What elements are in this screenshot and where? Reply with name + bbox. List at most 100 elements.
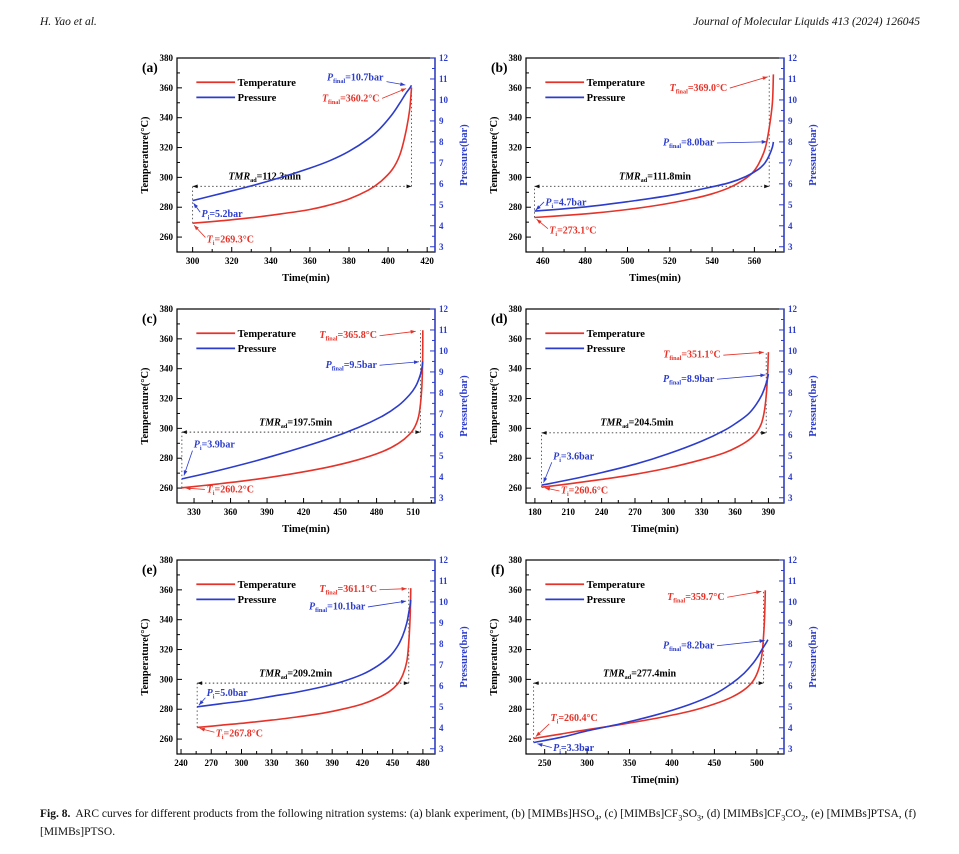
svg-text:Ti=273.1°C: Ti=273.1°C <box>549 226 596 239</box>
chart-panel-f: 260 280 300 320 340 360 380 3 4 5 6 7 8 9 10 11 12 250 300… <box>486 550 823 795</box>
svg-text:300: 300 <box>235 758 249 768</box>
caption-text: ARC curves for different products from t… <box>40 808 917 839</box>
svg-text:Ti=260.4°C: Ti=260.4°C <box>551 713 598 726</box>
svg-text:280: 280 <box>509 453 523 463</box>
svg-text:340: 340 <box>509 113 523 123</box>
svg-text:Time(min): Time(min) <box>282 524 330 535</box>
svg-text:10: 10 <box>788 597 798 607</box>
svg-text:360: 360 <box>509 585 523 595</box>
svg-text:280: 280 <box>160 704 174 714</box>
svg-text:8: 8 <box>788 137 793 147</box>
svg-text:(e): (e) <box>142 562 157 577</box>
svg-text:Pressure: Pressure <box>587 93 626 104</box>
svg-text:9: 9 <box>439 116 444 126</box>
svg-text:TMRad=209.2min: TMRad=209.2min <box>259 668 333 681</box>
svg-text:Pi=3.6bar: Pi=3.6bar <box>553 451 595 464</box>
svg-text:280: 280 <box>509 202 523 212</box>
svg-text:Pressure(bar): Pressure(bar) <box>459 375 470 437</box>
svg-text:Tfinal=351.1°C: Tfinal=351.1°C <box>663 350 721 363</box>
svg-text:Temperature: Temperature <box>587 78 646 89</box>
svg-text:380: 380 <box>160 304 174 314</box>
svg-text:Tfinal=369.0°C: Tfinal=369.0°C <box>670 83 728 96</box>
svg-text:390: 390 <box>260 507 274 517</box>
svg-text:Time(min): Time(min) <box>631 524 679 535</box>
svg-text:12: 12 <box>439 53 449 63</box>
svg-text:380: 380 <box>342 256 356 266</box>
svg-text:520: 520 <box>663 256 677 266</box>
svg-text:TMRad=111.8min: TMRad=111.8min <box>619 171 691 184</box>
page-header: H. Yao et al. Journal of Molecular Liqui… <box>40 16 920 32</box>
svg-text:11: 11 <box>439 74 448 84</box>
svg-text:6: 6 <box>439 430 444 440</box>
svg-text:TMRad=112.3min: TMRad=112.3min <box>228 171 301 184</box>
svg-text:9: 9 <box>788 116 793 126</box>
figure-caption: Fig. 8. ARC curves for different products… <box>40 806 921 842</box>
chart-panel-c: 260 280 300 320 340 360 380 3 4 5 6 7 8 9 10 11 12 330 360… <box>137 299 474 544</box>
svg-text:Pressure(bar): Pressure(bar) <box>459 626 470 688</box>
svg-text:360: 360 <box>728 507 742 517</box>
svg-text:TMRad=204.5min: TMRad=204.5min <box>600 417 674 430</box>
svg-text:400: 400 <box>381 256 395 266</box>
svg-text:450: 450 <box>708 758 722 768</box>
svg-text:8: 8 <box>439 388 444 398</box>
svg-text:(c): (c) <box>142 311 157 326</box>
svg-text:Pfinal=9.5bar: Pfinal=9.5bar <box>326 360 378 373</box>
svg-text:4: 4 <box>439 472 444 482</box>
svg-text:3: 3 <box>788 493 793 503</box>
svg-text:Pfinal=8.9bar: Pfinal=8.9bar <box>663 374 715 387</box>
svg-text:320: 320 <box>509 645 523 655</box>
svg-text:560: 560 <box>748 256 762 266</box>
svg-text:8: 8 <box>788 639 793 649</box>
svg-text:7: 7 <box>439 158 444 168</box>
chart-panel-a: 260 280 300 320 340 360 380 3 4 5 6 7 8 9 10 11 12 300 320… <box>137 48 474 293</box>
svg-text:Pi=3.9bar: Pi=3.9bar <box>194 440 236 453</box>
svg-text:Pressure: Pressure <box>238 595 277 606</box>
svg-text:(d): (d) <box>491 311 508 326</box>
svg-text:260: 260 <box>509 483 523 493</box>
svg-text:6: 6 <box>788 430 793 440</box>
svg-text:10: 10 <box>439 597 449 607</box>
svg-text:5: 5 <box>439 200 444 210</box>
arc-figure-grid: 260 280 300 320 340 360 380 3 4 5 6 7 8 9 10 11 12 300 320… <box>0 48 959 798</box>
svg-text:380: 380 <box>509 53 523 63</box>
svg-text:Ti=260.6°C: Ti=260.6°C <box>561 485 608 498</box>
journal-header: Journal of Molecular Liquids 413 (2024) … <box>693 16 920 28</box>
svg-text:10: 10 <box>439 95 449 105</box>
svg-text:340: 340 <box>264 256 278 266</box>
svg-text:Pi=5.2bar: Pi=5.2bar <box>202 209 244 222</box>
svg-text:7: 7 <box>788 409 793 419</box>
svg-text:12: 12 <box>439 304 449 314</box>
svg-text:260: 260 <box>509 232 523 242</box>
svg-text:11: 11 <box>788 576 797 586</box>
svg-text:260: 260 <box>160 232 174 242</box>
svg-text:390: 390 <box>325 758 339 768</box>
svg-text:Pressure: Pressure <box>238 93 277 104</box>
svg-text:420: 420 <box>420 256 434 266</box>
svg-text:340: 340 <box>509 615 523 625</box>
svg-text:380: 380 <box>160 555 174 565</box>
svg-text:Tfinal=360.2°C: Tfinal=360.2°C <box>322 94 380 107</box>
svg-text:460: 460 <box>536 256 550 266</box>
svg-text:Times(min): Times(min) <box>629 273 681 284</box>
svg-text:Pfinal=10.7bar: Pfinal=10.7bar <box>327 72 384 85</box>
svg-text:240: 240 <box>174 758 188 768</box>
svg-text:260: 260 <box>509 734 523 744</box>
svg-text:6: 6 <box>788 681 793 691</box>
svg-text:9: 9 <box>439 618 444 628</box>
svg-text:3: 3 <box>788 744 793 754</box>
svg-text:300: 300 <box>186 256 200 266</box>
svg-text:4: 4 <box>439 221 444 231</box>
svg-text:320: 320 <box>160 143 174 153</box>
svg-text:330: 330 <box>187 507 201 517</box>
svg-text:3: 3 <box>439 493 444 503</box>
svg-text:8: 8 <box>439 639 444 649</box>
svg-text:360: 360 <box>160 83 174 93</box>
svg-text:Temperature: Temperature <box>238 580 297 591</box>
svg-text:390: 390 <box>762 507 776 517</box>
svg-text:8: 8 <box>788 388 793 398</box>
svg-text:320: 320 <box>225 256 239 266</box>
svg-text:7: 7 <box>788 158 793 168</box>
svg-text:420: 420 <box>356 758 370 768</box>
svg-text:320: 320 <box>160 394 174 404</box>
